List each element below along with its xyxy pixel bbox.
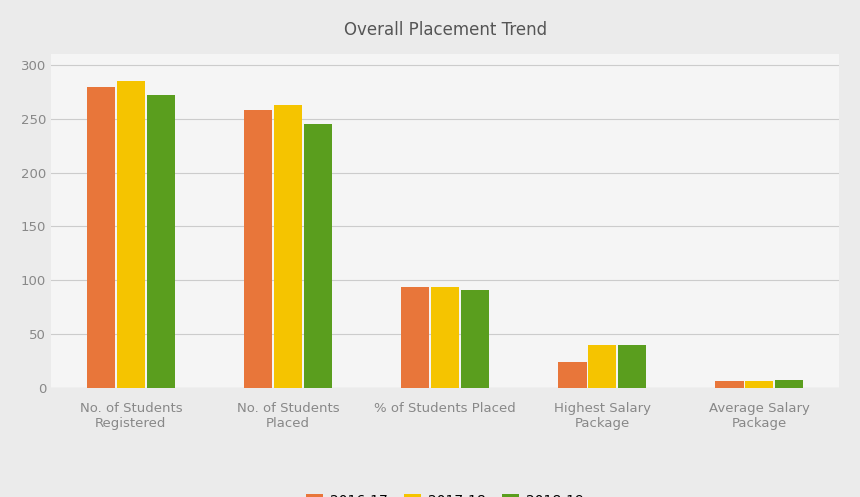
Bar	[401, 287, 429, 388]
Bar	[87, 86, 115, 388]
Bar	[431, 287, 459, 388]
Bar	[618, 344, 646, 388]
Bar	[244, 110, 273, 388]
Bar	[461, 290, 489, 388]
Title: Overall Placement Trend: Overall Placement Trend	[343, 21, 547, 39]
Bar	[716, 381, 744, 388]
Bar	[304, 124, 332, 388]
Bar	[117, 81, 145, 388]
Legend: 2016-17, 2017-18, 2018-19: 2016-17, 2017-18, 2018-19	[301, 488, 589, 497]
Bar	[273, 105, 302, 388]
Bar	[146, 95, 175, 388]
Bar	[775, 380, 803, 388]
Bar	[558, 362, 587, 388]
Bar	[746, 381, 773, 388]
Bar	[588, 344, 617, 388]
